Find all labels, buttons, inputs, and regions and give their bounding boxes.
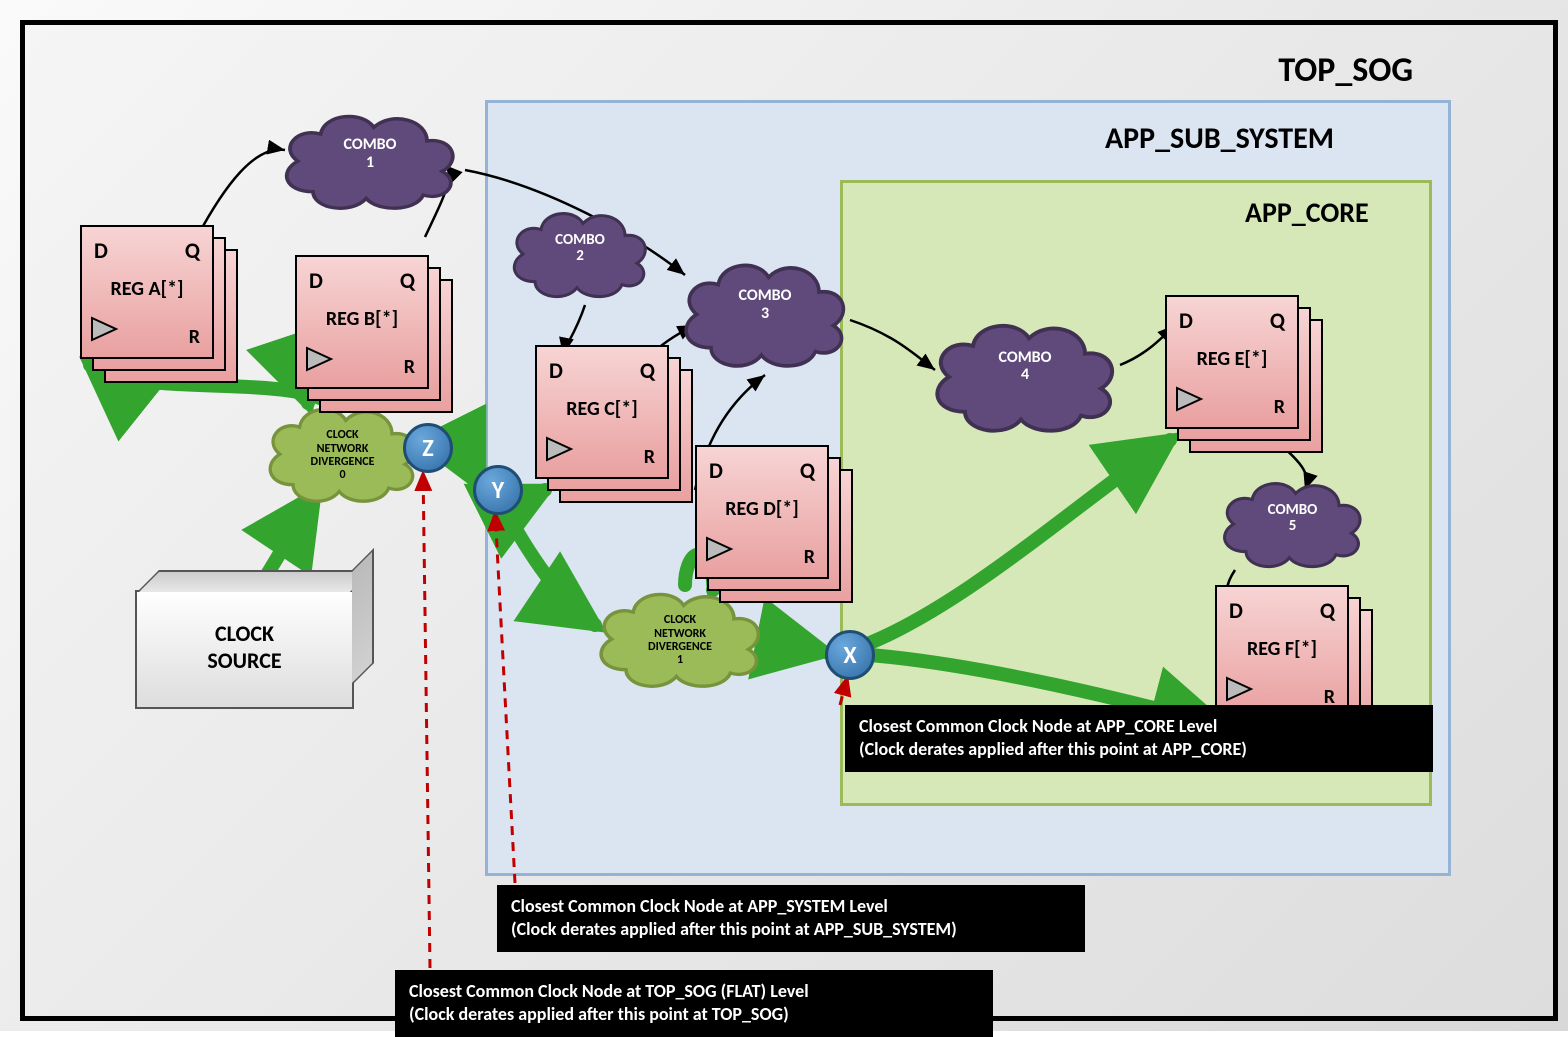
callout-2: Closest Common Clock Node at TOP_SOG (FL… [395, 970, 993, 1037]
cloud-label-combo1: COMBO1 [275, 136, 465, 171]
clock-source-box: CLOCKSOURCE [135, 590, 354, 709]
cloud-combo3: COMBO3 [675, 255, 855, 370]
cloud-combo5: COMBO5 [1215, 475, 1370, 570]
register-E: DQREG E[*] R [1165, 295, 1319, 449]
cloud-label-div1: CLOCKNETWORKDIVERGENCE1 [590, 614, 770, 667]
register-D: DQREG D[*] R [695, 445, 849, 599]
outer-frame: TOP_SOG APP_SUB_SYSTEM APP_CORE CLOCKSOU… [20, 20, 1558, 1021]
cloud-label-combo4: COMBO4 [925, 349, 1125, 384]
clock-source-label-1: CLOCK [137, 620, 352, 647]
cloud-label-combo3: COMBO3 [675, 287, 855, 322]
register-C: DQREG C[*] R [535, 345, 689, 499]
cloud-combo4: COMBO4 [925, 315, 1125, 435]
node-Y: Y [473, 465, 523, 515]
register-A: DQREG A[*] R [80, 225, 234, 379]
cloud-combo1: COMBO1 [275, 107, 465, 212]
cloud-label-div0: CLOCKNETWORKDIVERGENCE0 [260, 429, 425, 482]
node-X: X [825, 630, 875, 680]
cloud-div0: CLOCKNETWORKDIVERGENCE0 [260, 400, 425, 505]
cloud-label-combo5: COMBO5 [1215, 502, 1370, 535]
title-app-sub: APP_SUB_SYSTEM [1105, 120, 1334, 157]
diagram-canvas: TOP_SOG APP_SUB_SYSTEM APP_CORE CLOCKSOU… [0, 0, 1568, 1031]
register-B: DQREG B[*] R [295, 255, 449, 409]
callout-1: Closest Common Clock Node at APP_SYSTEM … [497, 885, 1085, 952]
cloud-label-combo2: COMBO2 [505, 232, 655, 265]
node-Z: Z [403, 423, 453, 473]
cloud-combo2: COMBO2 [505, 205, 655, 300]
title-app-core: APP_CORE [1245, 195, 1369, 230]
clock-source-label-2: SOURCE [137, 647, 352, 674]
callout-0: Closest Common Clock Node at APP_CORE Le… [845, 705, 1433, 772]
title-top-sog: TOP_SOG [1278, 50, 1413, 91]
